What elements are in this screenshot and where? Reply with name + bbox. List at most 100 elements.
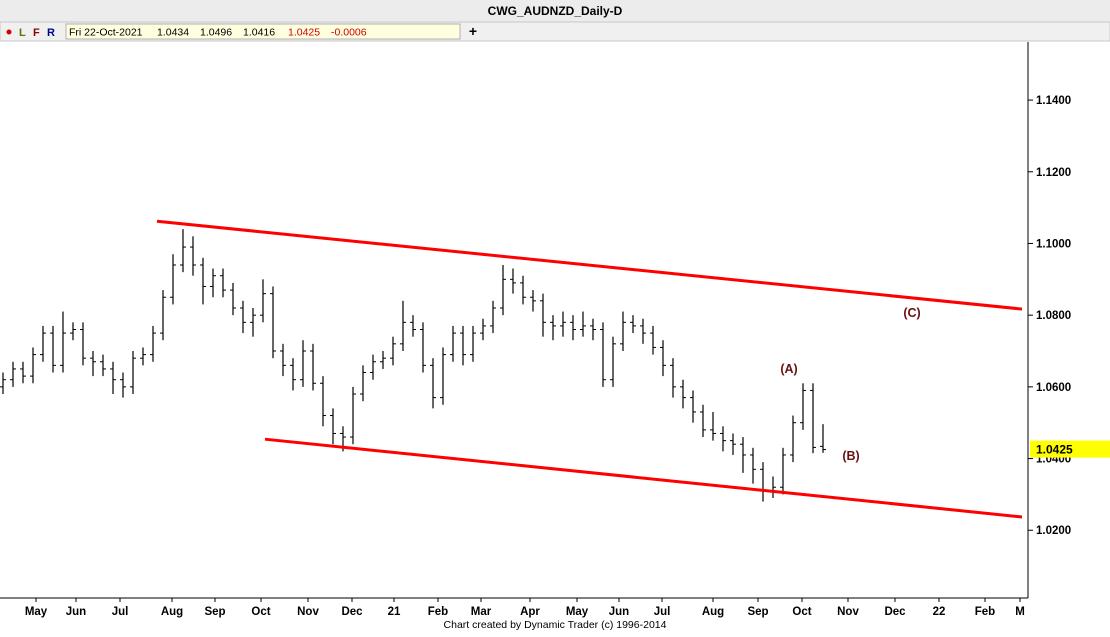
ohlc-bar [800,383,806,430]
ohlc-bar [420,322,426,373]
y-tick-label: 1.0200 [1036,525,1071,537]
ohlc-bar [150,325,156,362]
ohlc-bar [650,325,656,355]
x-tick-label: Dec [884,606,906,618]
toolbar-button[interactable]: L [19,27,26,39]
ohlc-bar [160,290,166,341]
x-tick-label: May [25,606,48,618]
ohlc-bar [780,447,786,495]
ohlc-bar [680,379,686,409]
ohlc-bar [670,358,676,398]
ohlc-bar [300,340,306,387]
wave-label: (C) [903,306,920,320]
x-tick-label: Dec [341,606,363,618]
ohlc-bar [310,343,316,391]
x-tick-label: Feb [428,606,448,618]
ohlc-bar [20,361,26,384]
x-tick-label: 21 [388,606,401,618]
quote-open: 1.0434 [157,27,189,39]
x-tick-label: Apr [520,606,540,618]
ohlc-bar [460,325,466,366]
y-tick-label: 1.0800 [1036,310,1071,322]
quote-box [65,23,461,40]
ohlc-bar [500,264,506,316]
ohlc-bar [190,236,196,276]
last-price-label: 1.0425 [1036,443,1073,457]
ohlc-bar [370,354,376,380]
y-tick-label: 1.1400 [1036,95,1071,107]
ohlc-bar [480,318,486,341]
ohlc-bar [730,433,736,455]
ohlc-bar [630,315,636,334]
x-tick-label: Mar [471,606,492,618]
toolbar-button[interactable]: R [47,27,55,39]
ohlc-bar [700,404,706,438]
ohlc-bar [610,336,616,387]
ohlc-bar [570,315,576,341]
x-tick-label: Aug [161,606,183,618]
x-tick-label: May [566,606,589,618]
ohlc-bar [660,340,666,377]
x-tick-label: Sep [747,606,768,618]
x-tick-label: Jun [66,606,86,618]
ohlc-bar [320,376,326,427]
ohlc-bar [600,322,606,387]
footer: Chart created by Dynamic Trader (c) 1996… [444,619,667,631]
ohlc-bar [140,347,146,366]
ohlc-bar [490,300,496,334]
add-button[interactable]: + [469,23,477,39]
ohlc-bar [690,390,696,423]
ohlc-bar [510,268,516,294]
ohlc-bar [270,286,276,359]
ohlc-bar [710,411,716,441]
ohlc-bar [10,361,16,387]
ohlc-bar [220,268,226,298]
ohlc-bar [60,311,66,373]
ohlc-bar [330,408,336,445]
ohlc-bar [200,257,206,305]
ohlc-bar [360,365,366,402]
x-tick-label: Oct [792,606,811,618]
x-tick-label: M [1015,606,1025,618]
y-tick-label: 1.0600 [1036,382,1071,394]
ohlc-bar [620,311,626,352]
ohlc-bar [520,275,526,305]
ohlc-bar [400,300,406,352]
ohlc-bar [790,415,796,463]
ohlc-bar [120,372,126,398]
ohlc-bar [410,315,416,337]
ohlc-bar [540,293,546,337]
ohlc-bar [590,318,596,341]
ohlc-bar [100,354,106,377]
window-title: CWG_AUDNZD_Daily-D [488,4,623,18]
ohlc-bar [720,426,726,452]
ohlc-bar [750,447,756,484]
title-bar [0,0,1110,22]
ohlc-bar [230,282,236,316]
status-dot[interactable] [6,29,12,35]
ohlc-bar [170,254,176,305]
plot-area: 1.02001.04001.06001.08001.10001.12001.14… [0,95,1110,618]
ohlc-bar [350,386,356,445]
trendline [264,437,1023,519]
y-tick-label: 1.1200 [1036,167,1071,179]
ohlc-bar [450,325,456,362]
x-tick-label: Nov [837,606,859,618]
wave-label: (B) [842,449,859,463]
x-tick-label: Jul [112,606,129,618]
ohlc-bar [130,351,136,395]
ohlc-bar [30,347,36,384]
x-tick-label: Jul [654,606,671,618]
quote-low: 1.0416 [243,27,275,39]
last-price-box [1030,440,1110,458]
ohlc-bar [70,322,76,341]
ohlc-bar [550,315,556,341]
ohlc-bar [470,325,476,362]
toolbar-button[interactable]: F [33,27,40,39]
ohlc-bar [280,343,286,377]
x-tick-label: Oct [251,606,270,618]
quote-date: Fri 22-Oct-2021 [69,27,143,39]
ohlc-bar [90,351,96,377]
